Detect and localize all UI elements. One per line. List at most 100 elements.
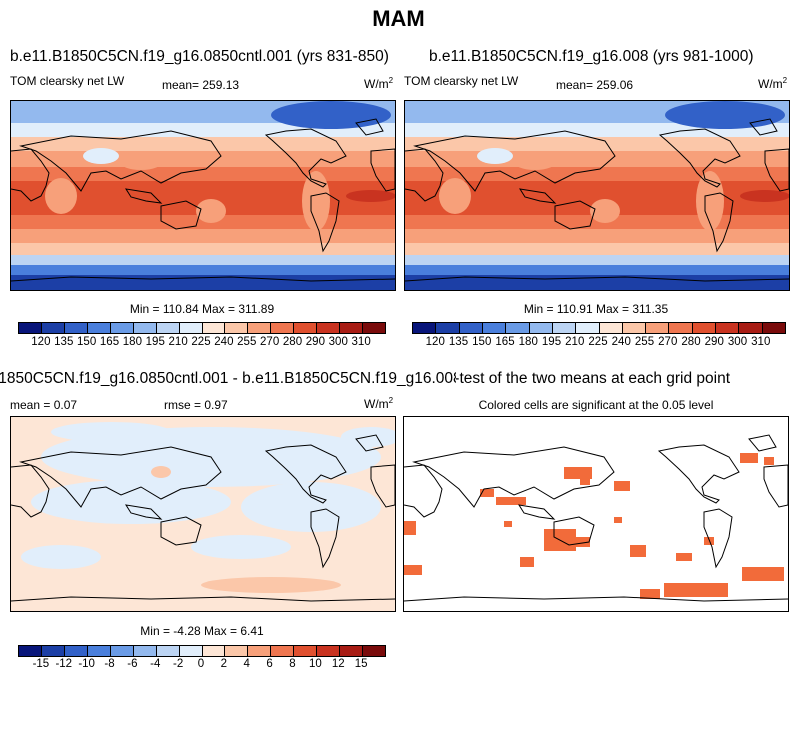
colorbar-swatch (340, 646, 364, 656)
colorbar-tick-label: 8 (289, 658, 296, 670)
colorbar-swatch (271, 646, 295, 656)
colorbar-tick-label: -8 (104, 658, 115, 670)
colorbar-ticks-difference: -15 -12 -10 -8 -6 -4 -2 0 2 4 6 8 10 12 15 (18, 658, 384, 672)
colorbar-tick-label: -10 (78, 658, 95, 670)
map-diff (11, 417, 395, 611)
colorbar-tick-label: 225 (191, 336, 211, 348)
colorbar-swatch (156, 646, 180, 656)
colorbar-swatch (110, 323, 134, 333)
colorbar-ticks-experiment: 120 135 150 165 180 195 210 225 240 255 270 280 290 3… (412, 336, 784, 350)
colorbar-swatch (133, 323, 157, 333)
colorbar-swatch (179, 646, 203, 656)
panel-title-experiment: b.e11.B1850C5CN.f19_g16.008 (yrs 981-100… (429, 48, 754, 65)
rmse-label: rmse = 0.97 (164, 398, 228, 412)
colorbar-swatch (459, 323, 483, 333)
colorbar-tick-label: 290 (704, 336, 724, 348)
colorbar-swatch (202, 323, 226, 333)
colorbar-swatch (576, 323, 600, 333)
colorbar-tick-label: 6 (266, 658, 273, 670)
colorbar-swatch (363, 323, 385, 333)
colorbar-tick-label: 180 (122, 336, 142, 348)
colorbar-swatch (225, 646, 249, 656)
colorbar-swatch (248, 646, 272, 656)
colorbar-tick-label: 4 (243, 658, 250, 670)
colorbar-tick-label: 120 (31, 336, 51, 348)
colorbar-swatch (317, 646, 341, 656)
colorbar-swatch (41, 323, 65, 333)
colorbar-swatch (156, 323, 180, 333)
colorbar-tick-label: 0 (197, 658, 205, 670)
colorbar-tick-label: 310 (351, 336, 371, 348)
colorbar-swatch (646, 323, 670, 333)
mean-label: mean= 259.13 (162, 78, 240, 92)
colorbar-tick-label: 120 (425, 336, 445, 348)
colorbar-tick-label: 180 (518, 336, 538, 348)
map-significance (404, 434, 788, 602)
colorbar-tick-label: 165 (99, 336, 120, 348)
significance-subtitle: Colored cells are significant at the 0.0… (478, 398, 714, 412)
colorbar-tick-label: 150 (77, 336, 97, 348)
colorbar-tick-label: 300 (727, 336, 748, 348)
colorbar-swatch (19, 646, 42, 656)
colorbar-tick-label: 270 (658, 336, 678, 348)
panel-title-ttest: t-test of the two means at each grid poi… (456, 370, 731, 387)
colorbar-tick-label: -2 (173, 658, 184, 670)
minmax-label: Min = 110.84 Max = 311.89 (129, 302, 275, 316)
units-label: W/m2 (364, 76, 394, 91)
colorbar-tick-label: 280 (282, 336, 303, 348)
colorbar-swatch (19, 323, 42, 333)
colorbar-swatch (739, 323, 763, 333)
colorbar-swatch (529, 323, 553, 333)
colorbar-control (18, 322, 386, 334)
colorbar-tick-label: 135 (54, 336, 74, 348)
colorbar-tick-label: 165 (495, 336, 515, 348)
colorbar-swatch (87, 323, 111, 333)
variable-label: TOM clearsky net LW (404, 74, 519, 88)
colorbar-tick-label: 225 (588, 336, 608, 348)
colorbar-swatch (271, 323, 295, 333)
ttest-title-clip: t-test of the two means at each grid poi… (456, 370, 797, 392)
colorbar-tick-label: 12 (331, 658, 345, 670)
colorbar-tick-label: 195 (145, 336, 165, 348)
colorbar-swatch (41, 646, 65, 656)
colorbar-tick-label: -4 (150, 658, 161, 670)
minmax-label: Min = -4.28 Max = 6.41 (140, 624, 264, 638)
colorbar-difference (18, 645, 386, 657)
colorbar-tick-label: 210 (168, 336, 188, 348)
colorbar-swatch (110, 646, 134, 656)
colorbar-tick-label: -12 (55, 658, 73, 670)
colorbar-ticks-control: 120 135 150 165 180 195 210 225 240 255 270 280 290 3… (18, 336, 384, 350)
minmax-label: Min = 110.91 Max = 311.35 (523, 302, 669, 316)
colorbar-tick-label: 300 (328, 336, 348, 348)
colorbar-tick-label: 310 (751, 336, 771, 348)
colorbar-swatch (669, 323, 693, 333)
map-abs-experiment (405, 101, 789, 290)
colorbar-swatch (599, 323, 623, 333)
diff-mean-label: mean = 0.07 (10, 398, 78, 412)
colorbar-swatch (133, 646, 157, 656)
colorbar-tick-label: 15 (354, 658, 368, 670)
colorbar-swatch (482, 323, 507, 333)
panel-title-difference: b.e11.B1850C5CN.f19_g16.0850cntl.001 - b… (0, 370, 456, 387)
colorbar-tick-label: 10 (308, 658, 322, 670)
map-control (10, 100, 396, 291)
colorbar-swatch (225, 323, 249, 333)
colorbar-swatch (179, 323, 203, 333)
figure-title: MAM (372, 6, 425, 31)
colorbar-tick-label: 150 (472, 336, 492, 348)
map-abs-control (11, 101, 395, 290)
diff-title-clip: b.e11.B1850C5CN.f19_g16.0850cntl.001 - b… (0, 370, 456, 392)
colorbar-tick-label: 210 (565, 336, 585, 348)
colorbar-swatch (64, 646, 88, 656)
colorbar-swatch (692, 323, 717, 333)
colorbar-tick-label: 255 (634, 336, 655, 348)
colorbar-tick-label: 280 (681, 336, 701, 348)
colorbar-tick-label: 240 (214, 336, 234, 348)
colorbar-swatch (716, 323, 740, 333)
colorbar-swatch (762, 323, 785, 333)
colorbar-swatch (87, 646, 111, 656)
colorbar-swatch (413, 323, 437, 333)
colorbar-tick-label: -15 (32, 658, 50, 670)
map-ttest (403, 416, 789, 612)
colorbar-swatch (64, 323, 88, 333)
